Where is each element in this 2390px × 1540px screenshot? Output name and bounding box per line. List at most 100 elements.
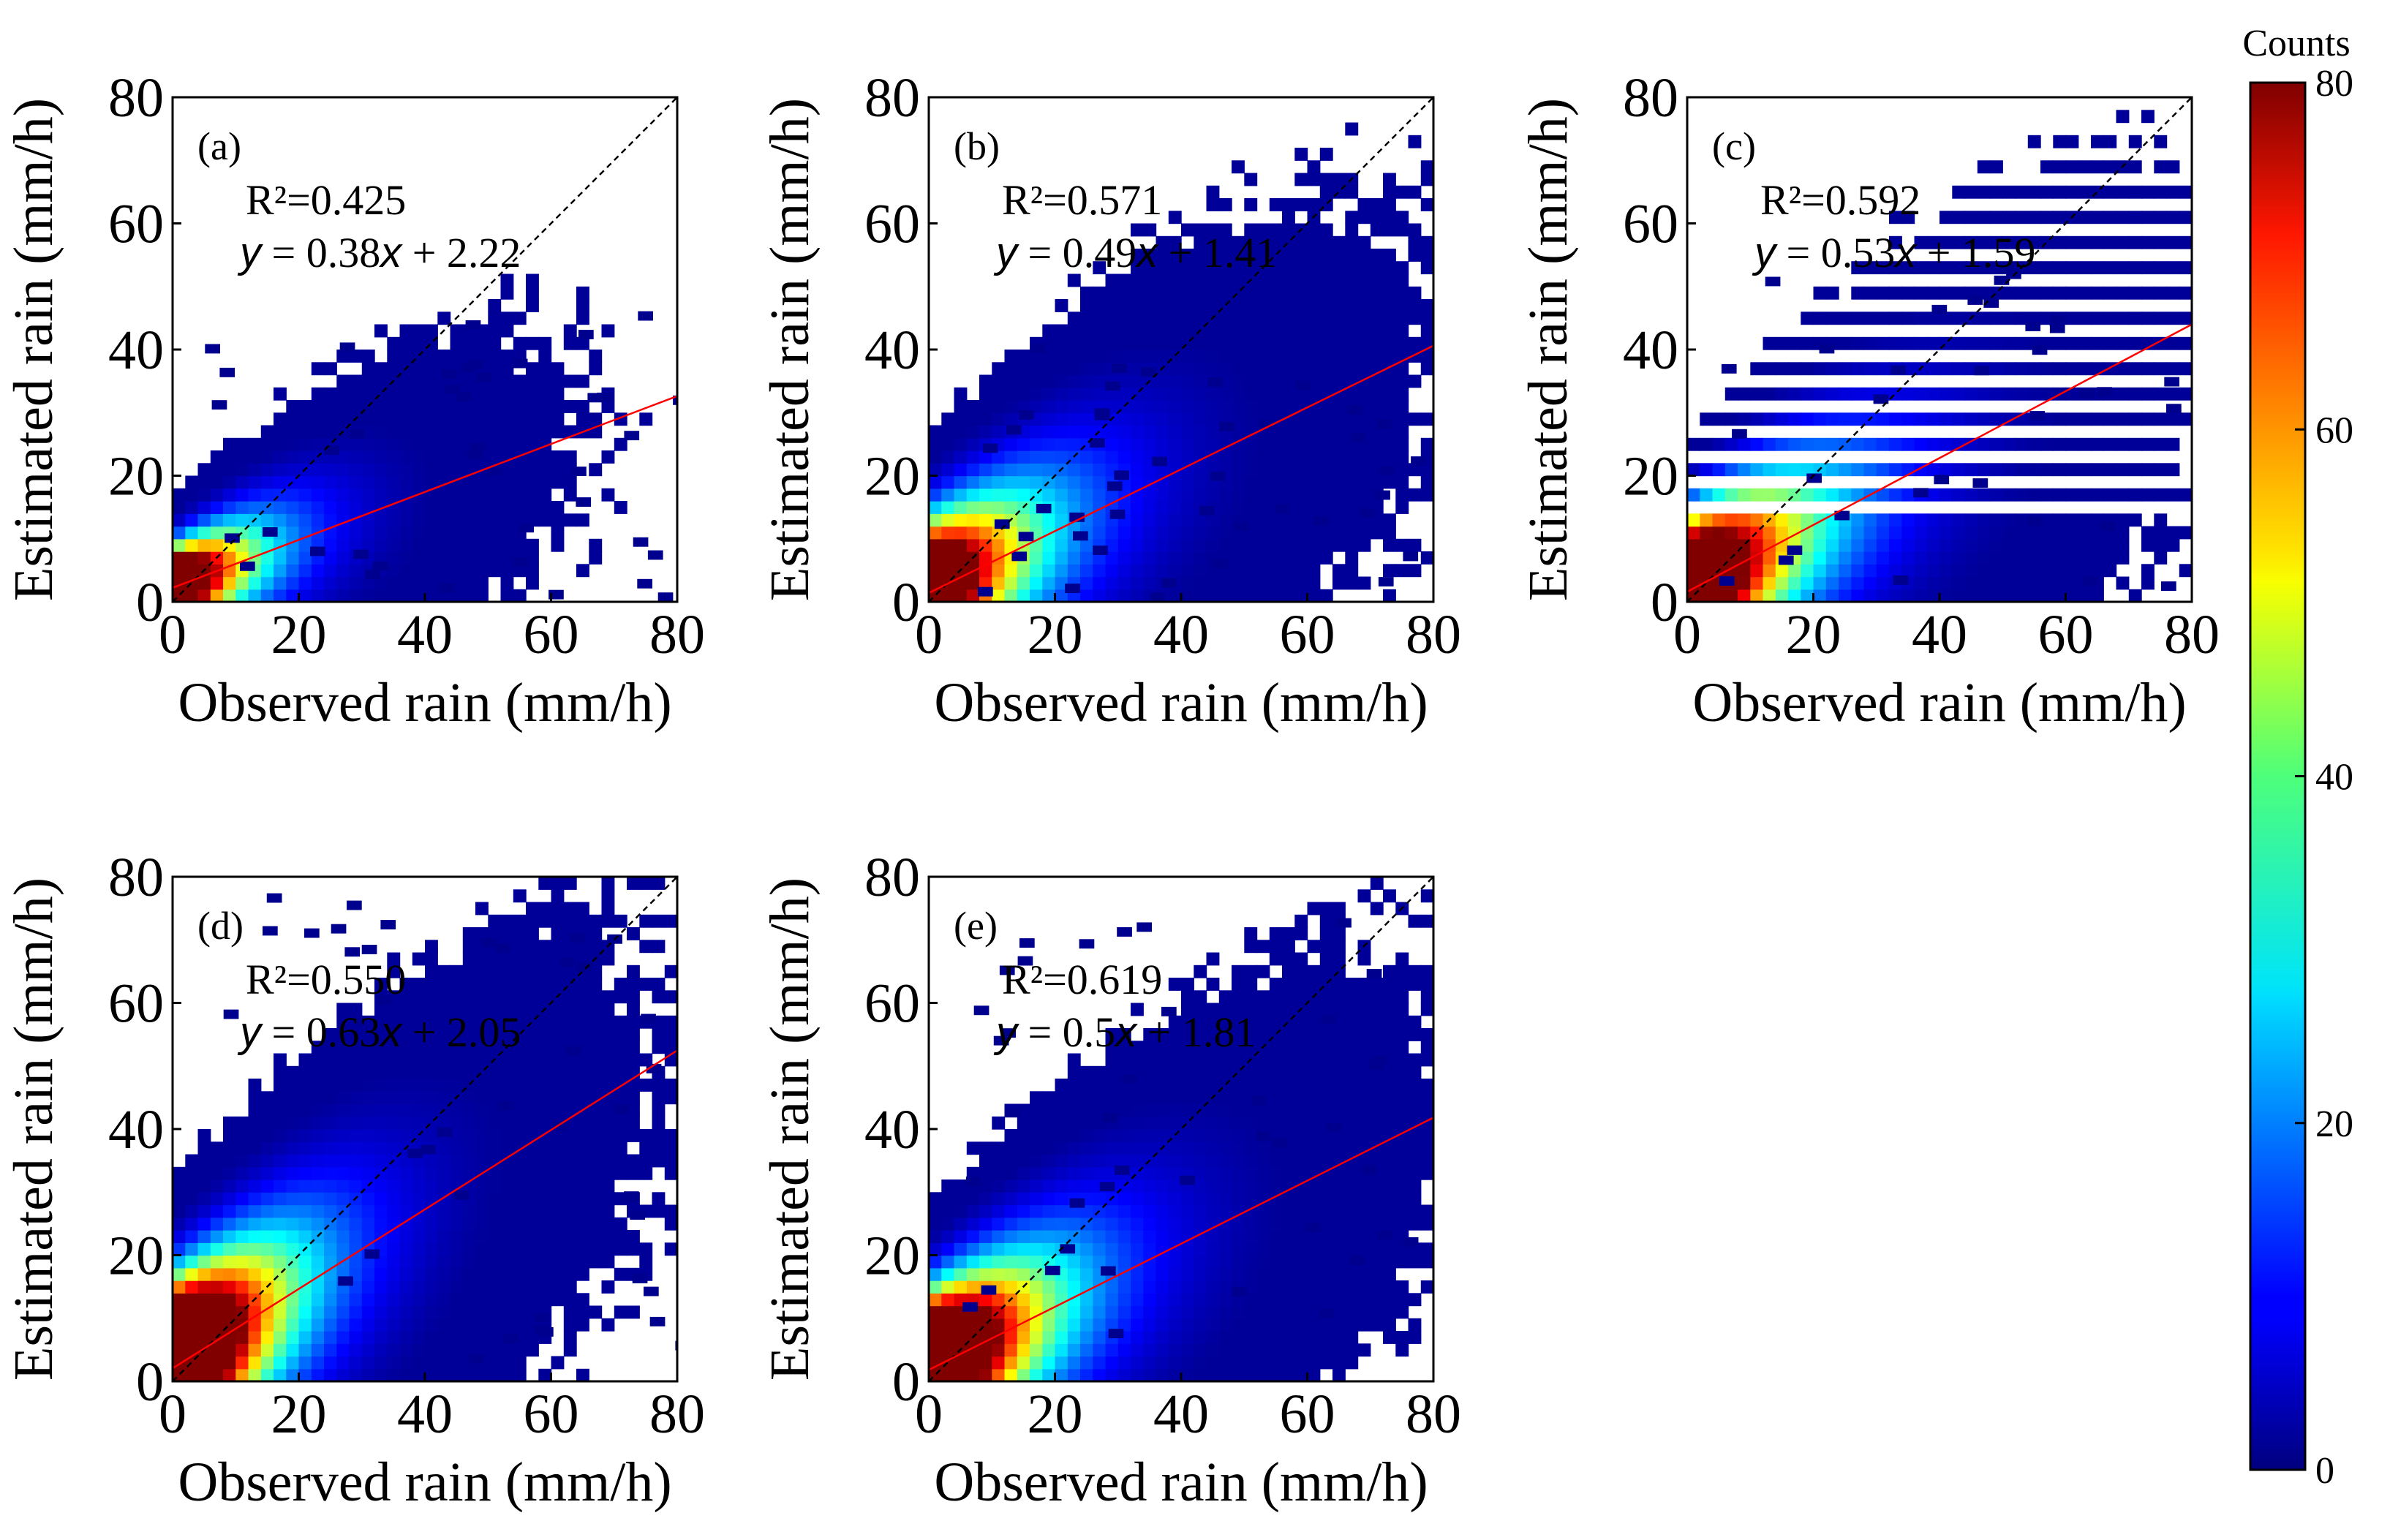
- density-cell: [1156, 273, 1169, 287]
- density-cell: [1345, 1293, 1359, 1307]
- density-cell: [538, 362, 552, 376]
- density-cell: [1370, 877, 1384, 890]
- density-cell: [324, 1356, 337, 1370]
- density-cell: [1403, 1237, 1419, 1247]
- density-cell: [576, 962, 592, 972]
- density-cell: [1719, 576, 1735, 586]
- density-cell: [1863, 589, 1877, 602]
- density-cell: [475, 488, 489, 502]
- density-cell: [526, 952, 539, 966]
- density-cell: [1345, 551, 1359, 565]
- density-cell: [1256, 1003, 1270, 1016]
- density-cell: [1218, 400, 1232, 413]
- density-cell: [1319, 1053, 1333, 1067]
- density-cell: [954, 1331, 968, 1344]
- density-cell: [1055, 1217, 1068, 1231]
- density-cell: [1093, 1154, 1107, 1168]
- density-cell: [1395, 1065, 1409, 1079]
- density-cell: [1206, 324, 1220, 338]
- density-cell: [929, 1255, 942, 1269]
- equation-part: y: [993, 229, 1019, 276]
- density-cell: [450, 488, 464, 502]
- density-cell: [387, 412, 401, 426]
- density-cell: [1004, 412, 1018, 426]
- density-cell: [1131, 1293, 1144, 1307]
- density-cell: [353, 549, 369, 559]
- density-cell: [1357, 1242, 1371, 1256]
- density-cell: [1788, 412, 1801, 426]
- density-cell: [1319, 286, 1333, 300]
- density-cell: [2154, 160, 2168, 174]
- density-cell: [274, 501, 287, 514]
- density-cell: [1332, 249, 1346, 262]
- density-cell: [260, 589, 274, 602]
- density-cell: [412, 1116, 426, 1130]
- density-cell: [475, 1230, 489, 1243]
- density-cell: [1269, 387, 1283, 401]
- density-cell: [1939, 551, 1953, 565]
- density-cell: [1420, 299, 1433, 312]
- density-cell: [1105, 1204, 1119, 1218]
- density-cell: [347, 900, 362, 910]
- density-cell: [601, 1242, 615, 1256]
- density-cell: [1156, 249, 1169, 262]
- density-cell: [1232, 1331, 1245, 1344]
- density-cell: [1294, 1015, 1308, 1029]
- density-cell: [551, 412, 565, 426]
- density-cell: [274, 1331, 287, 1344]
- density-cell: [500, 475, 514, 489]
- density-cell: [1244, 437, 1258, 451]
- density-cell: [462, 1141, 476, 1155]
- density-cell: [1105, 1280, 1119, 1294]
- y-axis-label: Estimated rain (mm/h): [3, 98, 64, 601]
- density-cell: [1395, 362, 1409, 376]
- density-cell: [966, 576, 980, 590]
- density-cell: [210, 1242, 224, 1256]
- density-cell: [1370, 1003, 1384, 1016]
- density-cell: [576, 1255, 589, 1269]
- density-cell: [563, 1065, 577, 1079]
- density-cell: [197, 1318, 211, 1332]
- r2-annotation: R²=0.619: [1002, 956, 1162, 1003]
- density-cell: [437, 526, 451, 540]
- density-cell: [1194, 374, 1207, 388]
- density-cell: [576, 412, 589, 426]
- density-cell: [1282, 1079, 1295, 1092]
- density-cell: [1030, 589, 1043, 602]
- density-cell: [450, 1343, 464, 1357]
- density-cell: [601, 1041, 615, 1054]
- density-cell: [1256, 463, 1270, 477]
- density-cell: [1143, 400, 1157, 413]
- density-cell: [1244, 374, 1258, 388]
- density-cell: [941, 437, 955, 451]
- density-cell: [2040, 437, 2054, 451]
- density-cell: [1345, 249, 1359, 262]
- density-cell: [1876, 551, 1890, 565]
- density-cell: [450, 1331, 464, 1344]
- density-cell: [1218, 312, 1232, 325]
- density-cell: [399, 576, 413, 590]
- density-cell: [601, 1217, 615, 1231]
- density-cell: [992, 400, 1006, 413]
- density-cell: [526, 927, 539, 940]
- density-cell: [324, 400, 337, 413]
- density-cell: [412, 1331, 426, 1344]
- density-cell: [1117, 1053, 1131, 1067]
- density-cell: [954, 488, 968, 502]
- density-cell: [2154, 286, 2168, 300]
- density-cell: [475, 1318, 489, 1332]
- density-cell: [1181, 538, 1194, 552]
- density-cell: [462, 1103, 476, 1117]
- density-cell: [2166, 312, 2180, 325]
- density-cell: [1876, 538, 1890, 552]
- density-cell: [1383, 1028, 1396, 1041]
- density-cell: [475, 1116, 489, 1130]
- density-cell: [664, 1028, 677, 1041]
- density-cell: [1105, 450, 1119, 464]
- density-cell: [1042, 513, 1056, 527]
- density-cell: [437, 1065, 451, 1079]
- density-cell: [2015, 362, 2029, 376]
- density-cell: [2179, 235, 2192, 249]
- density-cell: [1977, 488, 1991, 502]
- density-cell: [437, 1079, 451, 1092]
